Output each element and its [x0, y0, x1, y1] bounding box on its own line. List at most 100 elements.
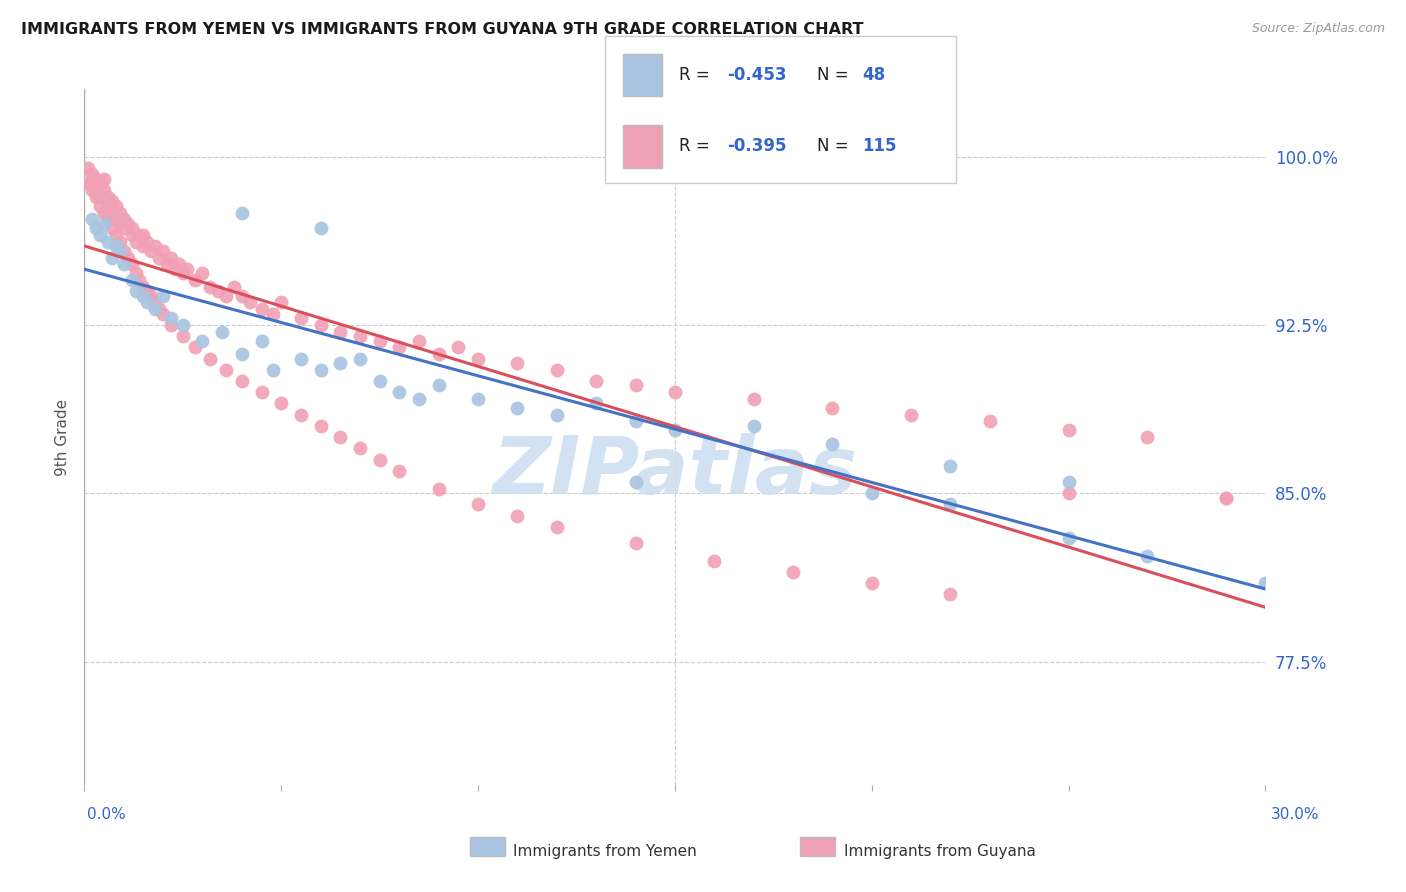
- Point: [467, 351, 489, 366]
- Point: [152, 288, 174, 302]
- Point: [128, 273, 150, 287]
- Point: [141, 244, 163, 258]
- Point: [329, 356, 352, 370]
- Point: [97, 199, 120, 213]
- Point: [101, 251, 124, 265]
- Point: [82, 177, 104, 191]
- Point: [506, 508, 529, 523]
- Point: [141, 288, 163, 302]
- Point: [211, 325, 233, 339]
- Point: [262, 363, 284, 377]
- Text: N =: N =: [817, 137, 853, 155]
- Point: [93, 205, 115, 219]
- Point: [89, 190, 111, 204]
- Point: [546, 520, 568, 534]
- Point: [93, 172, 115, 186]
- Point: [112, 212, 135, 227]
- Point: [368, 374, 391, 388]
- Point: [97, 235, 120, 249]
- Text: IMMIGRANTS FROM YEMEN VS IMMIGRANTS FROM GUYANA 9TH GRADE CORRELATION CHART: IMMIGRANTS FROM YEMEN VS IMMIGRANTS FROM…: [21, 22, 863, 37]
- Text: ZIPatlas: ZIPatlas: [492, 433, 858, 511]
- Point: [742, 392, 765, 406]
- Point: [84, 183, 107, 197]
- Text: -0.395: -0.395: [727, 137, 786, 155]
- Text: 48: 48: [862, 66, 884, 84]
- Point: [93, 217, 115, 231]
- Point: [132, 279, 155, 293]
- Point: [1254, 576, 1277, 591]
- Point: [309, 318, 332, 332]
- Point: [101, 205, 124, 219]
- Point: [860, 486, 883, 500]
- Point: [117, 217, 139, 231]
- Point: [183, 340, 205, 354]
- Point: [1057, 423, 1080, 437]
- Point: [108, 235, 131, 249]
- Point: [89, 228, 111, 243]
- Point: [349, 351, 371, 366]
- Point: [388, 464, 411, 478]
- Text: R =: R =: [679, 66, 716, 84]
- Text: 115: 115: [862, 137, 897, 155]
- Point: [89, 199, 111, 213]
- Point: [309, 418, 332, 433]
- Text: N =: N =: [817, 66, 853, 84]
- Point: [128, 228, 150, 243]
- Point: [108, 205, 131, 219]
- Point: [121, 228, 143, 243]
- Point: [160, 251, 183, 265]
- Point: [270, 396, 292, 410]
- Point: [101, 194, 124, 209]
- Point: [121, 221, 143, 235]
- Point: [215, 288, 238, 302]
- Point: [108, 244, 131, 258]
- Point: [939, 587, 962, 601]
- Point: [900, 408, 922, 422]
- Point: [163, 261, 186, 276]
- Point: [77, 177, 100, 191]
- Point: [121, 257, 143, 271]
- Point: [97, 190, 120, 204]
- Point: [349, 442, 371, 456]
- Point: [1136, 430, 1159, 444]
- Point: [1215, 491, 1237, 505]
- Point: [388, 340, 411, 354]
- Point: [156, 257, 179, 271]
- Point: [408, 334, 430, 348]
- Point: [167, 257, 190, 271]
- Point: [231, 288, 253, 302]
- Text: 30.0%: 30.0%: [1271, 807, 1319, 822]
- Point: [136, 295, 159, 310]
- Point: [191, 266, 214, 280]
- Point: [104, 239, 127, 253]
- Point: [427, 378, 450, 392]
- Point: [231, 374, 253, 388]
- Point: [77, 161, 100, 175]
- Point: [207, 284, 229, 298]
- Point: [97, 212, 120, 227]
- Point: [1215, 491, 1237, 505]
- Point: [290, 408, 312, 422]
- Point: [1057, 486, 1080, 500]
- Point: [447, 340, 470, 354]
- Point: [349, 329, 371, 343]
- Point: [782, 565, 804, 579]
- Point: [742, 418, 765, 433]
- Text: Immigrants from Guyana: Immigrants from Guyana: [844, 844, 1035, 859]
- Point: [290, 311, 312, 326]
- Point: [624, 378, 647, 392]
- Point: [200, 279, 222, 293]
- Point: [84, 221, 107, 235]
- Point: [506, 401, 529, 415]
- Point: [124, 266, 146, 280]
- Point: [152, 244, 174, 258]
- Point: [467, 392, 489, 406]
- Point: [250, 334, 273, 348]
- Point: [148, 302, 170, 317]
- Point: [82, 183, 104, 197]
- Point: [368, 334, 391, 348]
- Point: [585, 374, 607, 388]
- Point: [84, 190, 107, 204]
- Point: [132, 239, 155, 253]
- Point: [132, 288, 155, 302]
